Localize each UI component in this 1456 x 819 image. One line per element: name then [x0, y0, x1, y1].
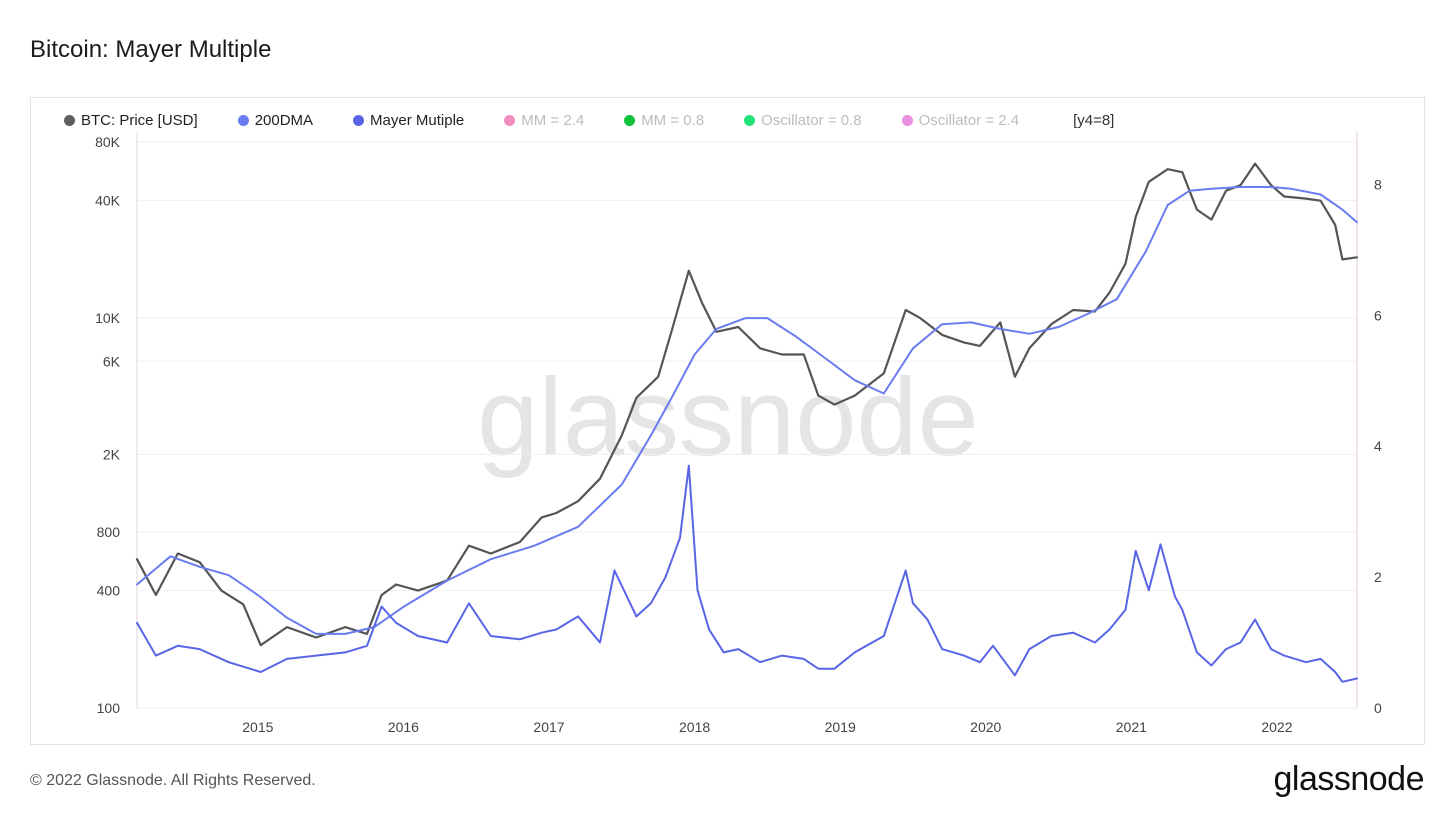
- legend-label: MM = 2.4: [521, 111, 585, 129]
- y-right-tick-label: 0: [1374, 700, 1382, 716]
- x-tick-label: 2017: [533, 719, 564, 735]
- x-tick-label: 2020: [970, 719, 1001, 735]
- legend-label: MM = 0.8: [641, 111, 705, 129]
- x-tick-label: 2019: [825, 719, 856, 735]
- legend-dot-icon: [744, 114, 756, 126]
- y-left-tick-label: 6K: [103, 353, 121, 369]
- y-right-tick-label: 4: [1374, 438, 1382, 454]
- legend-dot-icon: [504, 114, 516, 126]
- series-line-mayer-mutiple: [136, 464, 1358, 683]
- y-right-tick-label: 2: [1374, 569, 1382, 585]
- series-line-btc-price-usd: [135, 162, 1359, 647]
- chart-frame: [30, 97, 1425, 745]
- y-left-tick-label: 40K: [95, 193, 121, 209]
- y-left-tick-label: 10K: [95, 310, 121, 326]
- x-tick-label: 2022: [1261, 719, 1292, 735]
- legend-item-oscillator-0-8[interactable]: Oscillator = 0.8: [744, 111, 862, 129]
- legend-label: Oscillator = 0.8: [761, 111, 862, 129]
- y-left-tick-label: 80K: [95, 134, 121, 150]
- legend-label: Oscillator = 2.4: [918, 111, 1020, 129]
- x-tick-label: 2021: [1116, 719, 1147, 735]
- y-left-tick-label: 2K: [103, 446, 121, 462]
- y-right-tick-label: 8: [1374, 176, 1382, 192]
- legend-dot-icon: [64, 114, 75, 126]
- copyright-text: © 2022 Glassnode. All Rights Reserved.: [30, 772, 316, 789]
- legend-item-200dma[interactable]: 200DMA: [237, 111, 314, 129]
- x-tick-label: 2016: [388, 719, 419, 735]
- legend-label: BTC: Price [USD]: [81, 111, 198, 129]
- series-group: [135, 162, 1359, 683]
- legend-item-mm-2-4[interactable]: MM = 2.4: [504, 112, 584, 129]
- glassnode-logo[interactable]: glassnode: [1273, 760, 1424, 798]
- x-tick-label: 2018: [679, 719, 710, 735]
- y-right-tick-label: 6: [1374, 307, 1382, 323]
- y-left-tick-label: 400: [97, 583, 121, 599]
- legend-item-btc-price[interactable]: BTC: Price [USD]: [64, 112, 198, 129]
- legend-item-mm-0-8[interactable]: MM = 0.8: [624, 112, 704, 129]
- legend-dot-icon: [624, 114, 636, 126]
- gridlines: [137, 141, 1357, 709]
- series-line-200dma: [136, 186, 1358, 635]
- y-left-tick-label: 100: [97, 700, 121, 716]
- x-axis-ticks: 2015 2016 2017 2018 2019 2020 2021 2022: [242, 719, 1292, 735]
- legend-label: Mayer Mutiple: [370, 111, 465, 129]
- legend-dot-icon: [353, 114, 365, 126]
- legend-item-mayer-multiple[interactable]: Mayer Mutiple: [353, 112, 464, 129]
- right-axis-ticks: 8 6 4 2 0: [1374, 176, 1382, 716]
- legend-item-y4[interactable]: [y4=8]: [1073, 112, 1114, 129]
- y-left-tick-label: 800: [97, 524, 121, 540]
- legend-dot-icon: [901, 114, 913, 126]
- watermark-text: glassnode: [477, 356, 979, 479]
- legend-dot-icon: [237, 114, 249, 126]
- left-axis-ticks: 80K 40K 10K 6K 2K 800 400 100: [95, 134, 121, 716]
- chart-title: Bitcoin: Mayer Multiple: [30, 36, 272, 63]
- legend-label: [y4=8]: [1073, 111, 1115, 129]
- legend-label: 200DMA: [254, 111, 314, 129]
- x-tick-label: 2015: [242, 719, 273, 735]
- chart-legend: BTC: Price [USD] 200DMA Mayer Mutiple MM…: [64, 110, 1154, 130]
- legend-item-oscillator-2-4[interactable]: Oscillator = 2.4: [901, 111, 1020, 129]
